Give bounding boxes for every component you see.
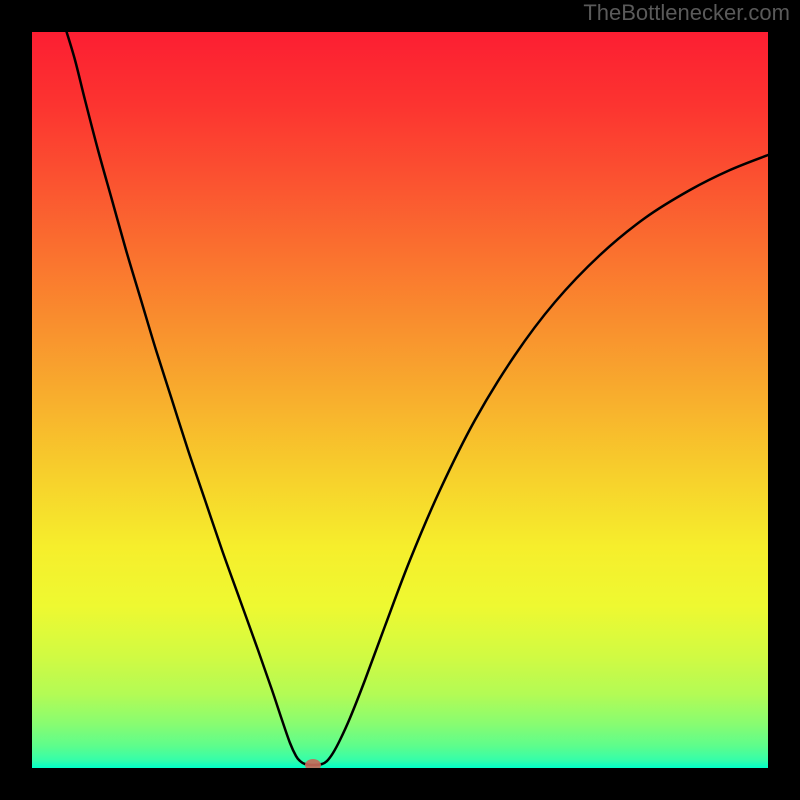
border-bottom: [0, 768, 800, 800]
border-right: [768, 0, 800, 800]
border-left: [0, 0, 32, 800]
bottleneck-chart: [0, 0, 800, 800]
watermark-text: TheBottlenecker.com: [583, 0, 790, 26]
chart-container: TheBottlenecker.com: [0, 0, 800, 800]
gradient-background: [32, 32, 768, 768]
